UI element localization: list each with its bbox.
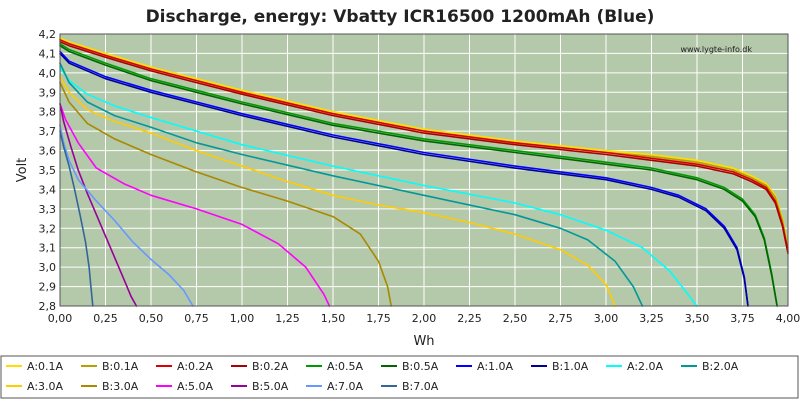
- x-tick-label: 3,75: [730, 312, 755, 325]
- x-tick-label: 2,75: [548, 312, 573, 325]
- x-tick-label: 1,00: [230, 312, 255, 325]
- legend-label: B:1.0A: [552, 360, 589, 373]
- x-tick-label: 1,75: [366, 312, 391, 325]
- y-tick-label: 3,7: [39, 125, 57, 138]
- x-axis-label: Wh: [413, 334, 434, 349]
- legend-label: B:0.2A: [252, 360, 289, 373]
- legend-label: A:0.5A: [327, 360, 364, 373]
- x-tick-label: 0,75: [184, 312, 209, 325]
- legend-label: A:0.2A: [177, 360, 214, 373]
- legend-label: B:7.0A: [402, 380, 439, 393]
- legend-label: A:1.0A: [477, 360, 514, 373]
- y-axis-label: Volt: [15, 158, 30, 183]
- y-tick-label: 3,3: [39, 203, 57, 216]
- legend-label: A:2.0A: [627, 360, 664, 373]
- y-tick-label: 3,1: [39, 242, 57, 255]
- x-tick-label: 0,50: [139, 312, 164, 325]
- legend-label: B:0.1A: [102, 360, 139, 373]
- chart-title: Discharge, energy: Vbatty ICR16500 1200m…: [146, 7, 655, 27]
- y-tick-label: 4,0: [39, 67, 57, 80]
- x-tick-label: 1,50: [321, 312, 346, 325]
- y-tick-label: 3,2: [39, 222, 57, 235]
- legend-label: B:2.0A: [702, 360, 739, 373]
- legend-label: A:0.1A: [27, 360, 64, 373]
- y-tick-label: 3,9: [39, 86, 57, 99]
- legend-label: B:5.0A: [252, 380, 289, 393]
- x-tick-label: 1,25: [275, 312, 300, 325]
- legend-label: A:5.0A: [177, 380, 214, 393]
- y-tick-label: 3,0: [39, 261, 57, 274]
- watermark: www.lygte-info.dk: [680, 45, 752, 54]
- x-tick-label: 2,25: [457, 312, 482, 325]
- x-tick-label: 0,00: [48, 312, 73, 325]
- y-tick-label: 3,5: [39, 164, 57, 177]
- x-tick-label: 3,25: [639, 312, 664, 325]
- legend-label: A:7.0A: [327, 380, 364, 393]
- x-tick-label: 3,00: [594, 312, 619, 325]
- y-tick-label: 4,1: [39, 47, 57, 60]
- y-tick-label: 4,2: [39, 28, 57, 41]
- legend-label: B:3.0A: [102, 380, 139, 393]
- legend-label: A:3.0A: [27, 380, 64, 393]
- y-tick-label: 2,9: [39, 281, 57, 294]
- legend-label: B:0.5A: [402, 360, 439, 373]
- x-tick-label: 2,50: [503, 312, 528, 325]
- x-tick-label: 0,25: [93, 312, 118, 325]
- y-tick-label: 3,4: [39, 183, 57, 196]
- x-tick-label: 2,00: [412, 312, 437, 325]
- y-tick-label: 3,8: [39, 106, 57, 119]
- x-tick-label: 4,00: [776, 312, 800, 325]
- y-tick-label: 3,6: [39, 145, 57, 158]
- x-tick-label: 3,50: [685, 312, 710, 325]
- y-tick-label: 2,8: [39, 300, 57, 313]
